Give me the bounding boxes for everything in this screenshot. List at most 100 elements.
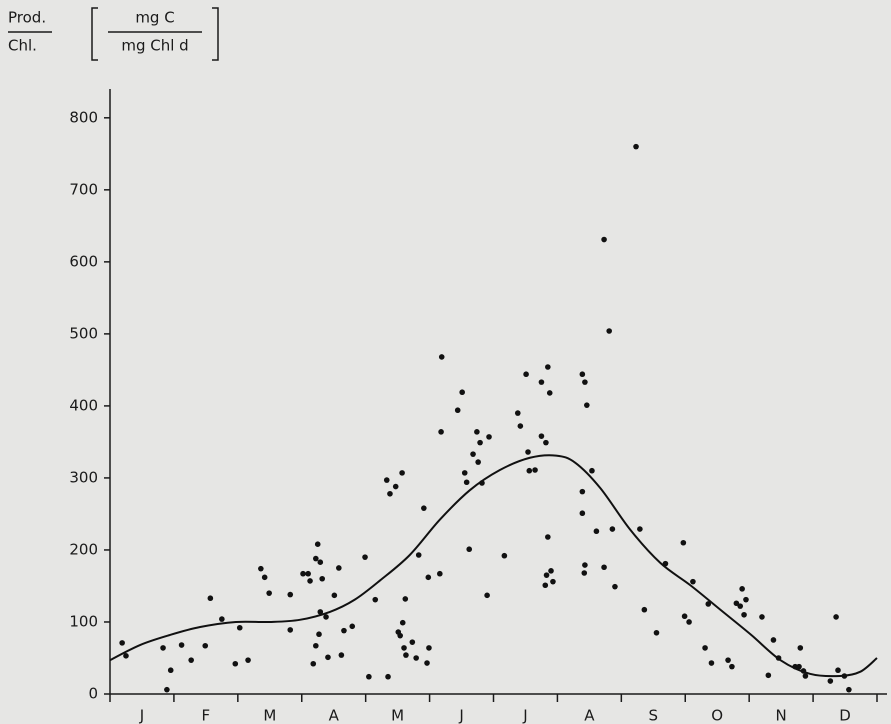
y-tick-label: 700 [69,180,98,198]
data-point [459,389,465,396]
y-tick-label: 600 [69,252,98,270]
data-point [475,459,481,465]
data-point [690,578,696,585]
data-point [546,390,553,396]
data-point [517,423,524,429]
data-point [207,595,214,602]
x-month-label: A [329,707,340,724]
x-month-label: M [263,707,276,724]
data-point [641,606,648,613]
data-point [582,562,588,568]
data-point [609,526,616,532]
data-point [827,678,834,684]
data-point [219,616,225,622]
data-point [385,673,391,680]
data-point [426,645,432,651]
y-tick-label: 500 [69,324,98,342]
y-label-bottom: Chl. [8,37,37,55]
data-point [323,614,329,620]
data-point [796,663,802,670]
data-point [300,570,306,577]
data-point [538,433,545,439]
data-point [403,652,409,658]
data-point [637,526,643,532]
data-point [362,554,368,560]
data-point [338,652,345,658]
data-point [307,578,313,584]
y-tick-label: 300 [69,468,98,486]
data-point [581,570,588,576]
data-point [833,614,839,620]
data-point [397,632,403,639]
data-point [765,672,772,679]
data-point [545,534,551,540]
data-point [593,528,600,535]
data-point [705,601,712,607]
data-point [266,590,272,596]
data-point [739,586,745,592]
x-month-label: F [202,707,211,724]
data-point [543,572,550,578]
data-point [550,578,556,585]
data-point [461,470,468,476]
data-point [501,552,508,559]
data-point [305,570,311,577]
data-point [245,657,251,663]
data-point [232,660,239,667]
data-point [686,619,692,625]
data-point [523,371,529,378]
unit-bottom: mg Chl d [121,37,188,55]
x-month-label: J [458,707,463,724]
data-point [582,379,588,385]
data-point [178,642,185,648]
data-point [486,434,492,440]
data-point [797,645,804,651]
data-point [681,613,688,620]
data-point [316,631,322,638]
data-point [653,629,660,636]
data-point [119,640,125,646]
data-point [601,564,607,571]
data-point [463,479,470,486]
y-tick-label: 400 [69,396,98,414]
data-point [331,592,338,599]
data-point [437,570,443,577]
data-point [770,637,777,643]
x-month-label: A [584,707,595,724]
data-point [548,568,554,574]
data-point [741,611,747,618]
data-point [287,591,294,598]
data-point [310,660,317,667]
data-point [543,439,549,446]
data-point [401,645,407,651]
data-point [366,673,372,680]
data-point [317,609,324,615]
data-point [759,614,765,620]
data-point [729,663,735,670]
data-point [314,541,321,547]
data-point [392,483,399,490]
data-point [287,627,294,633]
data-point [579,371,586,378]
x-month-label: J [522,707,527,724]
data-point [438,429,444,435]
data-point [545,364,551,370]
data-point [258,565,264,572]
data-point [708,660,715,666]
data-point [454,407,461,414]
data-point [525,449,531,455]
data-point [542,582,549,589]
data-point [474,429,480,435]
data-point [409,639,416,645]
data-point [589,467,595,474]
data-point [387,490,393,497]
data-point [319,575,326,582]
data-point [349,623,356,630]
data-point [313,642,319,649]
data-point [399,470,405,476]
x-month-label: D [839,707,851,724]
data-point [743,596,749,603]
data-point [202,642,209,649]
data-point [425,574,432,581]
